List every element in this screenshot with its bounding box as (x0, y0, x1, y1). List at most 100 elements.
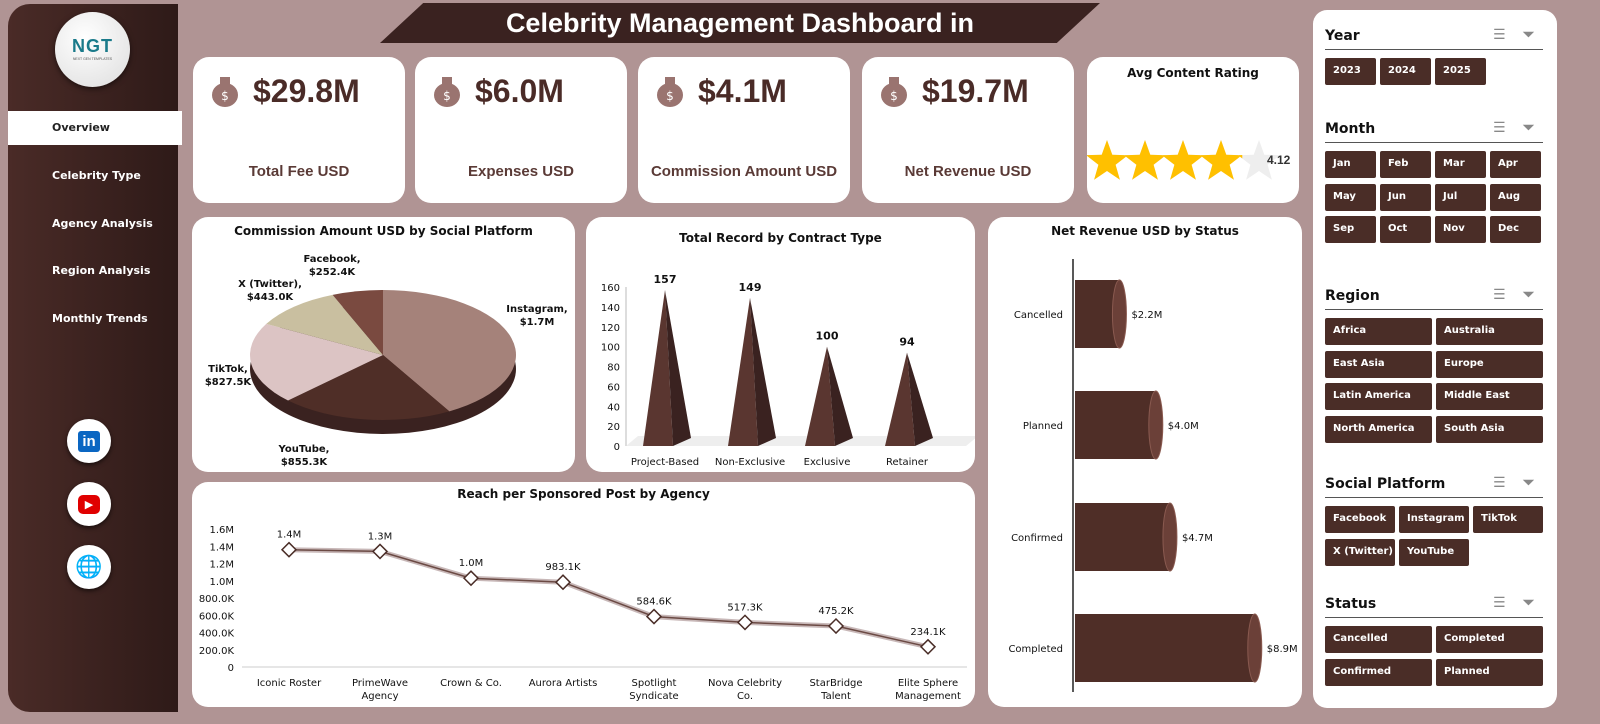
slicer-item-month-may[interactable]: May (1325, 183, 1376, 211)
website-button[interactable]: 🌐 (67, 545, 111, 589)
multi-select-icon[interactable]: ☰ (1493, 475, 1506, 491)
kpi-label: Net Revenue USD (904, 163, 1032, 180)
line-chart-title: Reach per Sponsored Post by Agency (457, 487, 710, 501)
slicer-item-region-europe[interactable]: Europe (1436, 350, 1543, 378)
x-tick-label: Retainer (886, 457, 929, 468)
slicer-item-status-cancelled[interactable]: Cancelled (1325, 626, 1432, 653)
slicer-item-month-jan[interactable]: Jan (1325, 151, 1376, 178)
slicer-item-month-jun[interactable]: Jun (1380, 183, 1431, 211)
bar-chart-title: Total Record by Contract Type (679, 231, 882, 245)
clear-filter-icon[interactable]: ⏷ (1523, 27, 1535, 43)
slicer-item-month-feb[interactable]: Feb (1380, 151, 1431, 178)
bar-data-label: $4.0M (1168, 421, 1199, 432)
pie-slice-tiktok (250, 323, 383, 401)
nav-monthly-trends[interactable]: Monthly Trends (52, 312, 148, 325)
nav-agency-analysis[interactable]: Agency Analysis (52, 217, 153, 230)
slicer-item-year-2023[interactable]: 2023 (1325, 58, 1376, 85)
data-point (462, 570, 480, 587)
slicer-item-region-south-asia[interactable]: South Asia (1436, 415, 1543, 443)
clear-filter-icon[interactable]: ⏷ (1523, 475, 1535, 491)
pie-label-instagram: Instagram, $1.7M (506, 304, 567, 328)
x-tick-label: Non-Exclusive (715, 457, 785, 468)
y-tick-label: 1.6M (209, 525, 234, 536)
slicer-item-month-aug[interactable]: Aug (1490, 183, 1541, 211)
slicer-title: Month (1325, 121, 1376, 137)
y-tick-label: 60 (607, 382, 620, 393)
pie-label-name: TikTok, (208, 364, 248, 375)
kpi-label: Commission Amount USD (650, 163, 838, 180)
x-tick-line: Iconic Roster (257, 678, 322, 689)
linkedin-button[interactable]: in (67, 419, 111, 463)
slicer-item-status-planned[interactable]: Planned (1436, 658, 1543, 686)
data-point (371, 543, 389, 560)
slicer-item-year-2025[interactable]: 2025 (1435, 58, 1486, 85)
slicer-item-status-confirmed[interactable]: Confirmed (1325, 658, 1432, 686)
globe-icon: 🌐 (75, 554, 103, 579)
star-filled-icon (1087, 140, 1128, 180)
kpi-card-total-fee-usd: $ $29.8M Total Fee USD (193, 57, 405, 203)
y-tick-label: 1.2M (209, 560, 234, 571)
bar-side (907, 352, 933, 446)
slicer-item-month-dec[interactable]: Dec (1490, 216, 1541, 243)
nav-region-analysis[interactable]: Region Analysis (52, 264, 151, 277)
bar-side (665, 289, 691, 446)
nav-overview[interactable]: Overview (8, 111, 182, 145)
multi-select-icon[interactable]: ☰ (1493, 120, 1506, 136)
clear-filter-icon[interactable]: ⏷ (1523, 595, 1535, 611)
slicer-item-month-oct[interactable]: Oct (1380, 216, 1431, 243)
x-tick-label: Project-Based (631, 457, 699, 468)
youtube-button[interactable]: ▶ (67, 482, 111, 526)
slicer-item-social-platform-x-twitter[interactable]: X (Twitter) (1325, 538, 1395, 566)
slicer-item-social-platform-facebook[interactable]: Facebook (1325, 506, 1395, 533)
category-label: Cancelled (1014, 310, 1063, 321)
y-tick-label: 1.4M (209, 542, 234, 553)
clear-filter-icon[interactable]: ⏷ (1523, 120, 1535, 136)
slicer-header-month: Month ☰ ⏷ (1325, 117, 1543, 143)
slicer-item-region-africa[interactable]: Africa (1325, 318, 1432, 345)
clear-filter-icon[interactable]: ⏷ (1523, 287, 1535, 303)
bar-chart-card: Total Record by Contract Type 0 20 40 60 80 1… (586, 217, 975, 472)
kpi-card-expenses-usd: $ $6.0M Expenses USD (415, 57, 627, 203)
data-point (554, 574, 572, 591)
bar-data-label: 94 (899, 336, 915, 349)
pie-slice-facebook (332, 290, 383, 355)
slicer-item-social-platform-tiktok[interactable]: TikTok (1473, 506, 1543, 533)
slicer-item-social-platform-youtube[interactable]: YouTube (1399, 538, 1469, 566)
data-label: 1.0M (459, 558, 484, 569)
slicer-item-month-apr[interactable]: Apr (1490, 151, 1541, 178)
slicer-item-region-east-asia[interactable]: East Asia (1325, 350, 1432, 378)
slicer-item-social-platform-instagram[interactable]: Instagram (1399, 506, 1469, 533)
logo: NGT NEXT GEN TEMPLATES (55, 12, 130, 87)
bar-data-label: 100 (816, 330, 839, 343)
multi-select-icon[interactable]: ☰ (1493, 27, 1506, 43)
x-tick-line: StarBridge (809, 678, 862, 689)
bar-exclusive (805, 346, 835, 446)
rating-stars (1087, 140, 1280, 180)
slicer-item-month-sep[interactable]: Sep (1325, 216, 1376, 243)
slicer-panel: Year ☰ ⏷ 2023 2024 2025 Month ☰ ⏷ Jan Feb Mar Apr May… (1313, 10, 1557, 708)
slicer-item-region-north-america[interactable]: North America (1325, 415, 1432, 443)
bar-side (827, 346, 853, 446)
slicer-item-month-nov[interactable]: Nov (1435, 216, 1486, 243)
y-tick-label: 140 (601, 303, 620, 314)
x-tick-line: Co. (737, 691, 753, 702)
multi-select-icon[interactable]: ☰ (1493, 595, 1506, 611)
pie-chart: Instagram, $1.7M YouTube, $855.3K TikTok, $82… (205, 254, 568, 468)
slicer-item-region-middle-east[interactable]: Middle East (1436, 383, 1543, 410)
slicer-item-region-australia[interactable]: Australia (1436, 318, 1543, 345)
slicer-item-month-mar[interactable]: Mar (1435, 151, 1486, 178)
slicer-item-month-jul[interactable]: Jul (1435, 183, 1486, 211)
category-label: Confirmed (1011, 533, 1063, 544)
slicer-item-status-completed[interactable]: Completed (1436, 626, 1543, 653)
slicer-item-year-2024[interactable]: 2024 (1380, 58, 1431, 85)
bar-project-based (643, 289, 673, 446)
rating-value: 4.12 (1267, 153, 1291, 167)
status-chart: Cancelled $2.2M Planned $4.0M Confirmed $4.7M… (1008, 259, 1298, 692)
bar-cap (1247, 613, 1263, 683)
multi-select-icon[interactable]: ☰ (1493, 287, 1506, 303)
x-tick-line: Elite Sphere (898, 678, 958, 689)
slicer-item-region-latin-america[interactable]: Latin America (1325, 383, 1432, 410)
slicer-header-social-platform: Social Platform ☰ ⏷ (1325, 472, 1543, 498)
star-filled-icon (1162, 140, 1204, 180)
nav-celebrity-type[interactable]: Celebrity Type (52, 169, 141, 182)
